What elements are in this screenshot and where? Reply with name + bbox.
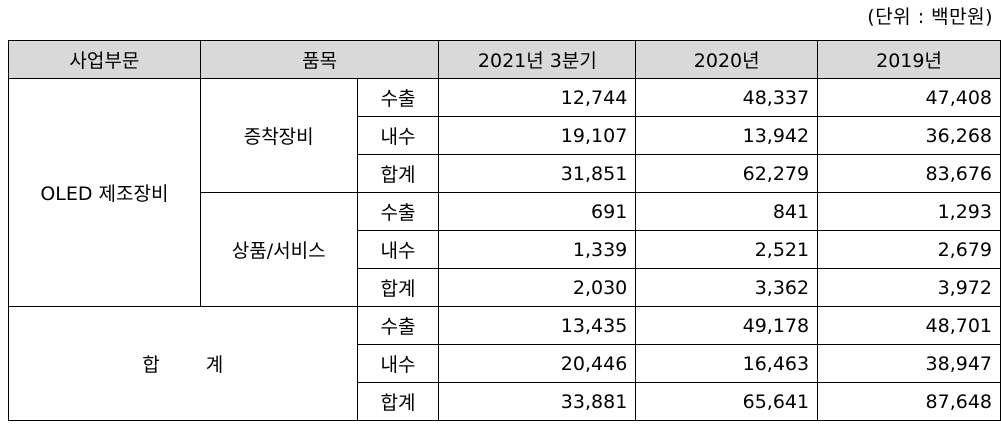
division-oled: OLED 제조장비 xyxy=(8,78,201,307)
table-row: 내수 19,107 13,942 36,268 xyxy=(9,116,1001,155)
value-cell: 62,279 xyxy=(635,154,819,193)
header-2020: 2020년 xyxy=(635,40,819,79)
value-cell: 36,268 xyxy=(817,116,1001,155)
value-cell: 65,641 xyxy=(635,382,819,421)
value-cell: 16,463 xyxy=(635,344,819,383)
table-row: OLED 제조장비 증착장비 수출 12,744 48,337 47,408 xyxy=(8,78,1001,307)
header-2021q3: 2021년 3분기 xyxy=(438,40,637,79)
value-cell: 3,362 xyxy=(635,268,819,307)
value-cell: 691 xyxy=(438,192,637,231)
row-type: 합계 xyxy=(356,268,440,307)
value-cell: 19,107 xyxy=(438,116,637,155)
value-cell: 49,178 xyxy=(635,306,819,345)
value-cell: 31,851 xyxy=(438,154,637,193)
value-cell: 12,744 xyxy=(438,78,637,117)
table-row: 합계 33,881 65,641 87,648 xyxy=(9,382,1001,421)
division-total: 합 계 xyxy=(8,306,358,421)
value-cell: 1,339 xyxy=(438,230,637,269)
header-2019: 2019년 xyxy=(817,40,1001,79)
row-type: 내수 xyxy=(356,116,440,155)
item-goods-services: 상품/서비스 xyxy=(199,192,358,307)
header-division: 사업부문 xyxy=(8,40,201,79)
table-row: 상품/서비스 수출 691 841 1,293 xyxy=(9,192,1001,307)
row-type: 내수 xyxy=(356,230,440,269)
value-cell: 3,972 xyxy=(817,268,1001,307)
value-cell: 20,446 xyxy=(438,344,637,383)
row-type: 합계 xyxy=(356,382,440,421)
row-type: 합계 xyxy=(356,154,440,193)
table-row: 내수 1,339 2,521 2,679 xyxy=(9,230,1001,269)
sales-table: 사업부문 품목 2021년 3분기 2020년 2019년 OLED 제조장비 … xyxy=(8,40,1001,421)
unit-note: (단위 : 백만원) xyxy=(867,6,993,28)
table-row: 합계 31,851 62,279 83,676 xyxy=(9,154,1001,193)
value-cell: 38,947 xyxy=(817,344,1001,383)
value-cell: 87,648 xyxy=(817,382,1001,421)
value-cell: 2,679 xyxy=(817,230,1001,269)
table-row: 합 계 수출 13,435 49,178 48,701 xyxy=(8,306,1001,421)
header-item: 품목 xyxy=(199,40,440,79)
table-row: 내수 20,446 16,463 38,947 xyxy=(9,344,1001,383)
value-cell: 47,408 xyxy=(817,78,1001,117)
value-cell: 48,701 xyxy=(817,306,1001,345)
row-type: 내수 xyxy=(356,344,440,383)
value-cell: 13,942 xyxy=(635,116,819,155)
value-cell: 841 xyxy=(635,192,819,231)
value-cell: 13,435 xyxy=(438,306,637,345)
value-cell: 2,521 xyxy=(635,230,819,269)
row-type: 수출 xyxy=(356,78,440,117)
row-type: 수출 xyxy=(356,306,440,345)
row-type: 수출 xyxy=(356,192,440,231)
value-cell: 83,676 xyxy=(817,154,1001,193)
item-deposition: 증착장비 xyxy=(199,78,358,193)
value-cell: 33,881 xyxy=(438,382,637,421)
table-row: 합계 2,030 3,362 3,972 xyxy=(9,268,1001,307)
value-cell: 2,030 xyxy=(438,268,637,307)
value-cell: 48,337 xyxy=(635,78,819,117)
value-cell: 1,293 xyxy=(817,192,1001,231)
header-row: 사업부문 품목 2021년 3분기 2020년 2019년 xyxy=(8,40,1001,79)
